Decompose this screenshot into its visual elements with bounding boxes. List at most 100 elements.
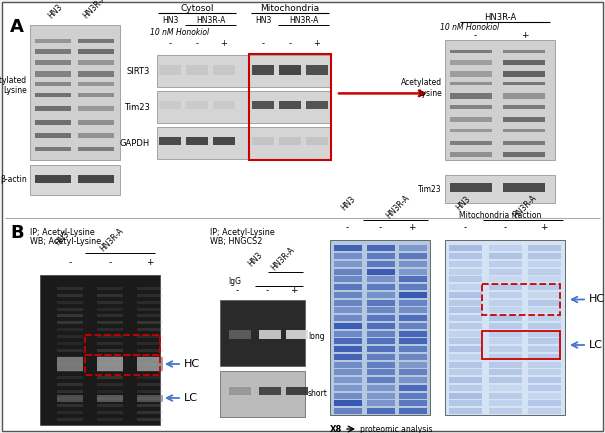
Bar	[35, 93, 71, 97]
Bar	[78, 175, 114, 183]
Bar	[137, 362, 163, 365]
Bar	[97, 314, 123, 317]
Bar	[528, 300, 561, 306]
Bar	[259, 330, 281, 339]
Bar	[449, 292, 482, 298]
Bar	[213, 65, 235, 75]
Bar	[399, 346, 427, 352]
Bar	[449, 253, 482, 259]
Bar	[399, 315, 427, 321]
Bar	[259, 387, 281, 395]
Bar	[503, 71, 545, 77]
Bar	[399, 392, 427, 399]
Bar	[528, 354, 561, 360]
Bar	[279, 65, 301, 75]
Bar	[35, 175, 71, 183]
Text: HN3R-A: HN3R-A	[269, 245, 296, 272]
Bar	[367, 276, 395, 282]
Bar	[449, 369, 482, 375]
Bar	[213, 137, 235, 145]
Text: Acetylated
Lysine: Acetylated Lysine	[0, 76, 27, 95]
Bar	[367, 400, 395, 407]
Bar	[137, 397, 163, 400]
Bar	[35, 82, 71, 86]
Bar	[399, 369, 427, 375]
Bar	[334, 307, 362, 313]
Bar	[57, 342, 83, 345]
Bar	[528, 245, 561, 252]
Bar	[489, 354, 522, 360]
Bar	[35, 133, 71, 138]
Text: SIRT3: SIRT3	[126, 67, 150, 75]
Bar	[489, 268, 522, 275]
Bar	[399, 276, 427, 282]
Text: HN3R-A: HN3R-A	[289, 16, 318, 25]
Bar	[78, 60, 114, 65]
Bar	[449, 315, 482, 321]
Bar	[186, 65, 208, 75]
Bar	[503, 141, 545, 145]
Bar	[450, 93, 492, 99]
Text: HN3: HN3	[46, 2, 64, 20]
Bar	[503, 105, 545, 110]
Bar	[186, 101, 208, 109]
Bar	[97, 355, 123, 359]
Text: LC: LC	[184, 393, 198, 403]
Bar	[57, 349, 83, 352]
Bar	[334, 245, 362, 252]
Bar	[367, 362, 395, 368]
Bar	[399, 338, 427, 344]
Bar	[306, 101, 328, 109]
Bar	[330, 240, 430, 415]
Bar	[528, 400, 561, 407]
Bar	[137, 355, 163, 359]
Text: Mitochondria fraction: Mitochondria fraction	[459, 211, 541, 220]
Bar	[57, 307, 83, 310]
Bar	[137, 376, 163, 379]
Text: -: -	[289, 39, 292, 48]
Bar	[186, 137, 208, 145]
Bar	[367, 392, 395, 399]
Text: IgG: IgG	[228, 277, 241, 286]
Bar	[489, 346, 522, 352]
Text: +: +	[540, 223, 548, 232]
Bar	[489, 408, 522, 414]
Bar	[367, 385, 395, 391]
Bar	[489, 300, 522, 306]
Bar	[334, 284, 362, 290]
Bar	[97, 417, 123, 420]
Bar	[57, 314, 83, 317]
Bar	[450, 71, 492, 77]
Bar	[334, 323, 362, 329]
Bar	[334, 292, 362, 298]
Bar	[399, 284, 427, 290]
Text: WB; HNGCS2: WB; HNGCS2	[210, 237, 263, 246]
Bar	[449, 385, 482, 391]
Text: WB; Acetyl-Lysine: WB; Acetyl-Lysine	[30, 237, 101, 246]
Text: HC: HC	[589, 294, 605, 304]
Bar	[97, 395, 123, 402]
Text: HN3R-A: HN3R-A	[196, 16, 225, 25]
Bar	[450, 60, 492, 65]
Bar	[489, 276, 522, 282]
Text: +: +	[408, 223, 416, 232]
Bar	[449, 300, 482, 306]
Text: Tim23: Tim23	[124, 103, 150, 112]
Bar	[445, 40, 555, 160]
Bar	[528, 261, 561, 267]
Bar	[40, 275, 160, 425]
Text: +: +	[146, 258, 154, 267]
Bar	[334, 362, 362, 368]
Bar	[399, 377, 427, 383]
Bar	[445, 240, 565, 415]
Bar	[137, 404, 163, 407]
Text: HN3R-A: HN3R-A	[484, 13, 516, 22]
Bar	[137, 383, 163, 386]
Bar	[449, 268, 482, 275]
Text: -: -	[68, 258, 71, 267]
Bar	[78, 106, 114, 111]
Bar	[57, 417, 83, 420]
Bar	[367, 330, 395, 336]
Bar	[528, 307, 561, 313]
Bar	[449, 261, 482, 267]
